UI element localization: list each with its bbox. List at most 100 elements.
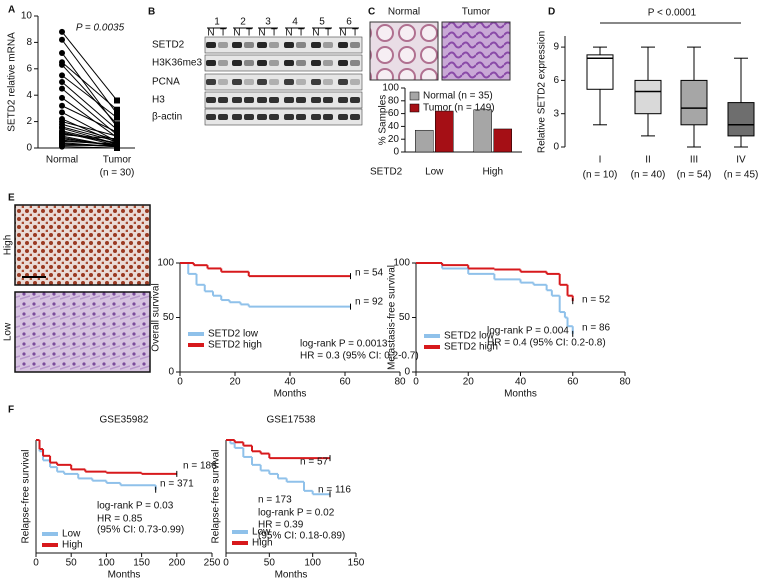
x-tick-label: Low bbox=[425, 167, 444, 178]
chart-title: GSE17538 bbox=[267, 415, 316, 426]
x-tick-label: IV bbox=[736, 155, 746, 166]
row-label: H3K36me3 bbox=[152, 58, 202, 69]
pair-line bbox=[61, 146, 118, 149]
y-tick-label: 9 bbox=[553, 42, 559, 53]
legend-label: SETD2 low bbox=[208, 329, 259, 340]
y-tick-label: 100 bbox=[393, 258, 410, 269]
y-axis-title: % Samples bbox=[378, 95, 389, 146]
x-tick-label: 100 bbox=[304, 558, 321, 569]
panel-letter: A bbox=[8, 5, 15, 16]
band bbox=[338, 42, 348, 48]
normal-point bbox=[59, 102, 65, 109]
band bbox=[206, 97, 216, 103]
annotation: P = 0.0035 bbox=[76, 23, 125, 34]
pair-line bbox=[61, 139, 118, 146]
x-tick-label: 50 bbox=[264, 558, 276, 569]
sublane-label: T bbox=[352, 28, 358, 39]
band bbox=[257, 97, 267, 103]
y-tick-label: 4 bbox=[26, 90, 32, 101]
x-tick-label: 20 bbox=[229, 377, 241, 388]
pair-line bbox=[61, 88, 118, 136]
normal-point bbox=[59, 109, 65, 116]
normal-point bbox=[59, 28, 65, 35]
x-axis-title: Months bbox=[504, 389, 537, 400]
x-tick-label: II bbox=[645, 155, 651, 166]
row-label: PCNA bbox=[152, 77, 180, 88]
y-tick-label: 0 bbox=[26, 143, 32, 154]
band bbox=[232, 114, 242, 120]
y-tick-label: 6 bbox=[553, 75, 559, 86]
band bbox=[323, 60, 333, 66]
lane-label: 3 bbox=[265, 17, 271, 28]
tumor-point bbox=[114, 143, 120, 150]
row-label: β-actin bbox=[152, 112, 182, 123]
annotation: (95% CI: 0.18-0.89) bbox=[258, 531, 345, 542]
lane-label: 6 bbox=[346, 17, 352, 28]
y-axis-title: Metastasis-free survival bbox=[387, 265, 398, 370]
panel-letter: D bbox=[548, 7, 555, 18]
band bbox=[284, 60, 294, 66]
band bbox=[311, 79, 321, 85]
box bbox=[586, 54, 614, 90]
band bbox=[311, 42, 321, 48]
x-tick-label: 80 bbox=[619, 377, 631, 388]
normal-point bbox=[59, 130, 65, 137]
bar bbox=[473, 109, 492, 153]
band bbox=[269, 114, 279, 120]
annotation: n = 52 bbox=[582, 295, 611, 306]
annotation: n = 57 bbox=[300, 457, 329, 468]
row-label: SETD2 bbox=[152, 40, 185, 51]
y-tick-label: 100 bbox=[382, 83, 399, 94]
x-tick-label: 0 bbox=[33, 558, 39, 569]
band bbox=[338, 97, 348, 103]
x-tick-label: 60 bbox=[339, 377, 351, 388]
y-tick-label: 100 bbox=[157, 258, 174, 269]
pair-line bbox=[61, 136, 118, 148]
sublane-label: T bbox=[271, 28, 277, 39]
tumor-point bbox=[114, 97, 120, 104]
band bbox=[350, 97, 360, 103]
y-axis-title: SETD2 relative mRNA bbox=[7, 32, 18, 132]
tumor-point bbox=[114, 110, 120, 117]
band bbox=[269, 42, 279, 48]
band bbox=[232, 42, 242, 48]
x-tick-label: Normal bbox=[46, 155, 78, 166]
image-label: High bbox=[3, 235, 14, 256]
annotation: log-rank P = 0.0013 bbox=[300, 339, 388, 350]
band bbox=[257, 79, 267, 85]
tumor-point bbox=[114, 129, 120, 136]
band bbox=[296, 97, 306, 103]
lane-label: 4 bbox=[292, 17, 298, 28]
images bbox=[14, 21, 511, 373]
box bbox=[634, 79, 662, 115]
sublane-label: N bbox=[312, 28, 319, 39]
tumor-point bbox=[114, 114, 120, 121]
pair-line bbox=[61, 81, 118, 130]
normal-point bbox=[59, 94, 65, 101]
band bbox=[323, 79, 333, 85]
bar bbox=[435, 110, 454, 153]
sublane-label: N bbox=[258, 28, 265, 39]
annotation: n = 86 bbox=[582, 323, 611, 334]
normal-point bbox=[59, 85, 65, 92]
x-tick-label: I bbox=[599, 155, 602, 166]
band bbox=[350, 79, 360, 85]
band bbox=[296, 60, 306, 66]
band bbox=[232, 60, 242, 66]
legend-label: SETD2 low bbox=[444, 331, 495, 342]
band bbox=[206, 42, 216, 48]
band bbox=[311, 97, 321, 103]
sublane-label: N bbox=[233, 28, 240, 39]
note: (n = 54) bbox=[677, 170, 712, 181]
band bbox=[323, 114, 333, 120]
x-tick-label: 50 bbox=[66, 558, 78, 569]
band bbox=[269, 60, 279, 66]
band bbox=[244, 79, 254, 85]
band bbox=[296, 114, 306, 120]
y-tick-label: 20 bbox=[388, 134, 400, 145]
pair-line bbox=[61, 130, 118, 145]
annotation: P < 0.0001 bbox=[648, 8, 697, 19]
x-axis-title: Months bbox=[275, 570, 308, 579]
pair-line bbox=[61, 31, 118, 101]
